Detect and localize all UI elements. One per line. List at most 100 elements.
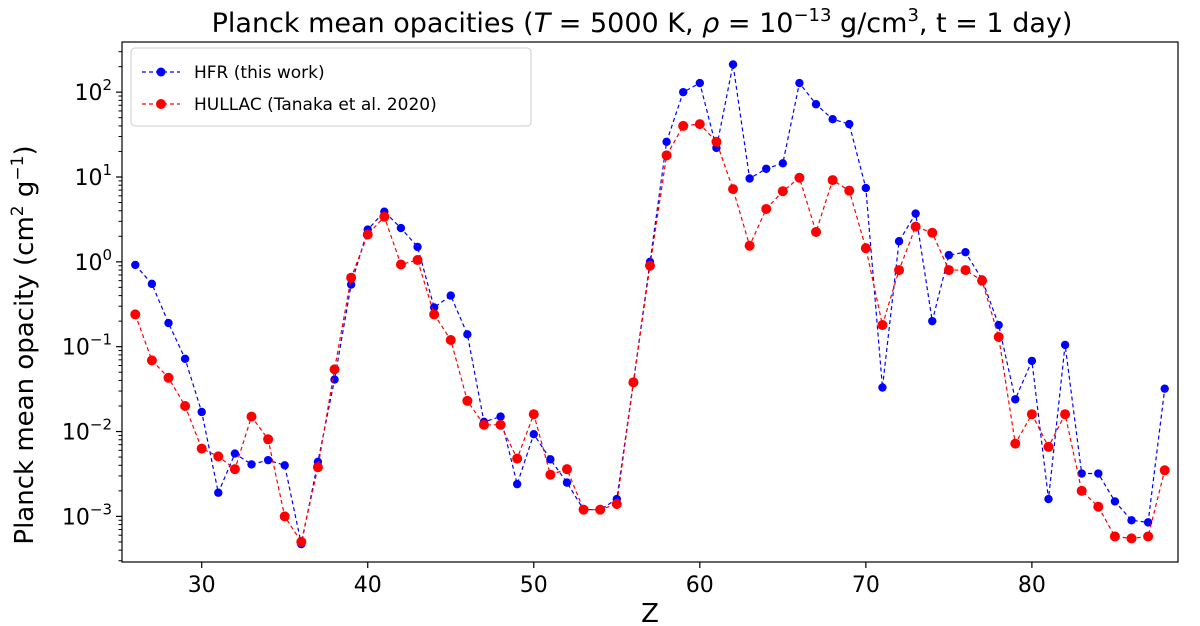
- series-1-point: [1026, 409, 1037, 420]
- series-1-point: [977, 275, 988, 286]
- series-1-point: [1159, 465, 1170, 476]
- series-1-point: [711, 136, 722, 147]
- series-1-point: [678, 120, 689, 131]
- series-1-point: [146, 355, 157, 366]
- series-0-point: [878, 383, 887, 392]
- series-line-0: [134, 64, 1166, 545]
- series-0-point: [1127, 516, 1136, 525]
- series-0-point: [197, 407, 206, 417]
- title-eq2: = 10: [719, 8, 793, 39]
- legend-label-hfr: HFR (this work): [194, 63, 325, 83]
- title-prefix: Planck mean opacities (: [212, 8, 534, 39]
- series-1-point: [296, 536, 307, 547]
- series-1-point: [213, 451, 224, 462]
- series-1-point: [860, 243, 871, 254]
- series-0-point: [131, 260, 140, 270]
- series-0-point: [529, 430, 538, 439]
- title-suffix: , t = 1 day): [919, 8, 1073, 39]
- series-1-point: [910, 221, 921, 232]
- series-1-point: [495, 419, 506, 430]
- series-0-point: [280, 461, 289, 470]
- series-0-point: [446, 291, 455, 300]
- series-0-point: [214, 488, 223, 497]
- series-1-point: [1143, 531, 1154, 542]
- series-1-point: [1109, 531, 1120, 542]
- series-1-point: [512, 453, 523, 464]
- legend-marker-hfr: [156, 67, 166, 77]
- series-1-point: [728, 184, 739, 195]
- series-1-point: [960, 265, 971, 276]
- series-1-point: [163, 372, 174, 383]
- x-tick-label: 50: [520, 573, 548, 598]
- x-axis-ticks: 30 40 50 60 70 80: [188, 562, 1046, 598]
- chart-title: Planck mean opacities (T = 5000 K, ρ = 1…: [212, 5, 1073, 39]
- series-1-point: [346, 272, 357, 283]
- series-1-point: [1076, 485, 1087, 496]
- series-0-point: [180, 354, 190, 363]
- series-0-point: [861, 183, 871, 193]
- series-1-point: [395, 259, 406, 270]
- series-1-point: [445, 334, 456, 345]
- y-tick-label: 10−2: [62, 416, 112, 446]
- series-0-point: [828, 114, 837, 124]
- series-1-point: [661, 150, 672, 161]
- x-axis-label: Z: [641, 599, 659, 626]
- series-0-point: [845, 119, 854, 129]
- y-axis-label: Planck mean opacity (cm2 g−1): [8, 145, 40, 544]
- series-0-point: [695, 78, 705, 88]
- series-1-point: [561, 464, 572, 475]
- series-1-point: [943, 265, 954, 276]
- series-1-point: [993, 332, 1004, 343]
- x-tick-label: 60: [686, 573, 714, 598]
- series-1-point: [246, 411, 257, 422]
- series-1-point: [811, 226, 822, 237]
- series-0-point: [413, 242, 422, 252]
- series-1-point: [595, 504, 606, 515]
- series-1-point: [877, 320, 888, 331]
- series-0-point: [745, 174, 754, 183]
- series-1-point: [894, 265, 905, 276]
- y-tick-label: 101: [74, 161, 112, 191]
- series-0-point: [1094, 469, 1103, 478]
- series-0-point: [1027, 356, 1037, 366]
- series-1-point: [412, 255, 423, 266]
- series-0-point: [911, 209, 920, 218]
- series-0-point: [728, 60, 738, 69]
- series-0-point: [1110, 497, 1120, 506]
- series-0-point: [894, 237, 904, 246]
- series-1-point: [196, 443, 207, 454]
- series-0-point: [1160, 384, 1169, 393]
- legend-label-hullac: HULLAC (Tanaka et al. 2020): [194, 95, 437, 115]
- series-1-point: [827, 175, 838, 186]
- series-0-point: [994, 320, 1003, 330]
- series-0-point: [230, 449, 240, 458]
- series-layer: [130, 60, 1170, 549]
- series-1-point: [1060, 409, 1071, 420]
- legend-marker-hullac: [156, 99, 166, 109]
- title-unit-exponent: 3: [907, 5, 918, 26]
- series-1-point: [263, 434, 274, 445]
- series-0-point: [1011, 395, 1020, 404]
- series-0-point: [512, 479, 522, 489]
- series-0-point: [778, 159, 788, 168]
- series-1-point: [279, 511, 290, 522]
- series-0-point: [263, 455, 273, 465]
- series-1-point: [645, 260, 655, 271]
- y-tick-label: 10−1: [62, 331, 112, 361]
- ylabel-exponent-1: 2: [8, 205, 28, 216]
- series-0-point: [762, 164, 771, 173]
- series-0-point: [463, 330, 472, 339]
- series-0-point: [1077, 469, 1086, 478]
- series-0-point: [164, 318, 173, 328]
- x-tick-label: 30: [188, 573, 216, 598]
- series-0-point: [562, 478, 572, 487]
- series-1-point: [1093, 501, 1104, 512]
- series-1-point: [794, 172, 805, 183]
- series-0-point: [662, 137, 671, 146]
- series-0-point: [795, 78, 804, 88]
- series-0-point: [396, 223, 406, 233]
- series-0-point: [346, 280, 356, 289]
- x-tick-label: 80: [1018, 573, 1046, 598]
- series-1-point: [1043, 441, 1054, 452]
